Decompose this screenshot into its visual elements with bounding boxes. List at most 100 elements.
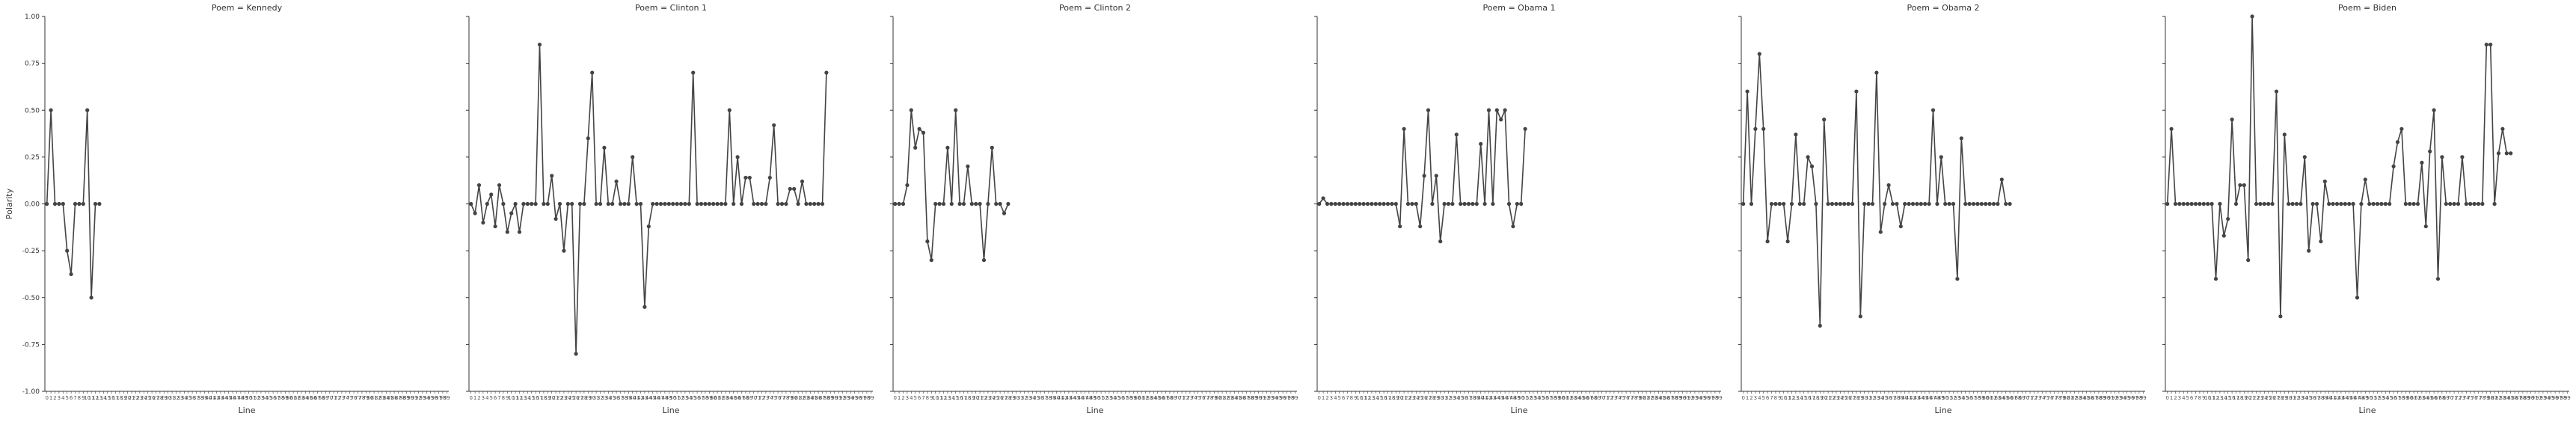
x-tick-label: 59 [1130, 395, 1137, 401]
x-tick-label: 30 [589, 395, 595, 401]
x-tick-label: 45 [2346, 395, 2352, 401]
data-point [1951, 201, 1956, 207]
x-tick-label: 50 [1094, 395, 1100, 401]
data-point [752, 201, 756, 207]
x-tick-label: 94 [1696, 395, 1702, 401]
data-point [691, 70, 696, 75]
data-point [1895, 201, 1899, 207]
data-point [2460, 155, 2465, 159]
x-tick-label: 62 [294, 395, 301, 401]
x-tick-label: 12 [1364, 395, 1371, 401]
x-tick-label: 56 [694, 395, 701, 401]
x-tick-label: 55 [2386, 395, 2393, 401]
x-tick-label: 8 [1774, 395, 1777, 401]
x-tick-label: 51 [1946, 395, 1953, 401]
x-tick-label: 13 [1792, 395, 1799, 401]
data-point [2435, 277, 2441, 281]
data-point [2008, 201, 2012, 207]
x-tick-label: 46 [230, 395, 236, 401]
x-tick-label: 2 [901, 395, 904, 401]
x-tick-label: 63 [2418, 395, 2425, 401]
x-tick-label: 48 [2358, 395, 2364, 401]
x-tick-label: 90 [2527, 395, 2534, 401]
data-point [800, 179, 805, 184]
data-point [1789, 201, 1794, 207]
x-tick-label: 42 [637, 395, 644, 401]
data-point [2250, 14, 2254, 19]
x-tick-label: 67 [1586, 395, 1593, 401]
x-tick-label: 78 [2055, 395, 2061, 401]
x-tick-label: 14 [524, 395, 531, 401]
data-point [2242, 183, 2246, 188]
x-tick-label: 21 [129, 395, 135, 401]
x-tick-label: 21 [553, 395, 559, 401]
data-point [622, 201, 627, 207]
x-tick-label: 48 [1509, 395, 1516, 401]
data-point [1991, 201, 1996, 207]
x-tick-label: 48 [237, 395, 244, 401]
data-point [1381, 201, 1386, 207]
data-point [1777, 201, 1782, 207]
x-tick-label: 67 [2435, 395, 2441, 401]
x-tick-label: 15 [104, 395, 111, 401]
x-tick-label: 11 [2209, 395, 2215, 401]
facet-panel: Poem = Clinton 20 1 2 3 4 5 6 7 8 910111213141516… [890, 3, 1298, 415]
x-tick-label: 19 [2241, 395, 2248, 401]
x-tick-label: 67 [738, 395, 745, 401]
x-tick-label: 60 [1982, 395, 1989, 401]
x-tick-label: 21 [1825, 395, 1832, 401]
data-point [481, 220, 485, 225]
data-point [1809, 164, 1815, 168]
x-tick-label: 41 [2330, 395, 2337, 401]
facet-title: Poem = Kennedy [212, 3, 283, 13]
data-point [57, 201, 61, 207]
x-tick-label: 89 [1251, 395, 1258, 401]
data-point [505, 230, 509, 234]
x-tick-label: 31 [593, 395, 600, 401]
data-point [1874, 70, 1879, 75]
x-tick-label: 23 [1833, 395, 1839, 401]
data-point [1454, 132, 1459, 137]
x-tick-label: 76 [351, 395, 358, 401]
data-point [489, 192, 494, 197]
data-point [804, 201, 809, 207]
x-tick-label: 68 [2438, 395, 2445, 401]
data-point [1935, 201, 1939, 207]
x-tick-label: 16 [108, 395, 115, 401]
data-point [966, 164, 970, 168]
data-point [1393, 201, 1398, 207]
data-point [2209, 201, 2214, 207]
series-line [1319, 109, 1526, 242]
data-point [1765, 239, 1770, 244]
x-tick-label: 55 [1114, 395, 1120, 401]
data-point [739, 201, 744, 207]
data-point [678, 201, 684, 207]
data-point [1842, 201, 1847, 207]
x-tick-label: 26 [1845, 395, 1852, 401]
x-axis-label: Line [1087, 406, 1104, 415]
data-point [1757, 52, 1761, 56]
x-tick-label: 38 [1045, 395, 1052, 401]
x-tick-label: 37 [1041, 395, 1048, 401]
x-tick-label: 92 [415, 395, 422, 401]
x-tick-label: 93 [843, 395, 850, 401]
data-point [2258, 201, 2263, 207]
data-point [1341, 201, 1346, 207]
x-tick-label: 42 [1061, 395, 1068, 401]
x-tick-label: 56 [1966, 395, 1973, 401]
data-point [978, 201, 982, 207]
x-tick-label: 76 [1199, 395, 1206, 401]
x-tick-label: 29 [1433, 395, 1440, 401]
x-tick-label: 34 [605, 395, 612, 401]
x-tick-label: 23 [2257, 395, 2263, 401]
x-tick-label: 30 [165, 395, 171, 401]
facet-panel: Poem = Obama 20 1 2 3 4 5 6 7 8 91011121314151617… [1738, 3, 2147, 415]
x-tick-label: 5 [1337, 395, 1340, 401]
x-tick-label: 53 [681, 395, 688, 401]
x-tick-label: 32 [1869, 395, 1876, 401]
x-tick-label: 40 [1477, 395, 1484, 401]
x-tick-label: 35 [1881, 395, 1888, 401]
y-axis-label: Polarity [4, 188, 14, 219]
data-point [735, 155, 740, 159]
data-point [1486, 108, 1491, 112]
